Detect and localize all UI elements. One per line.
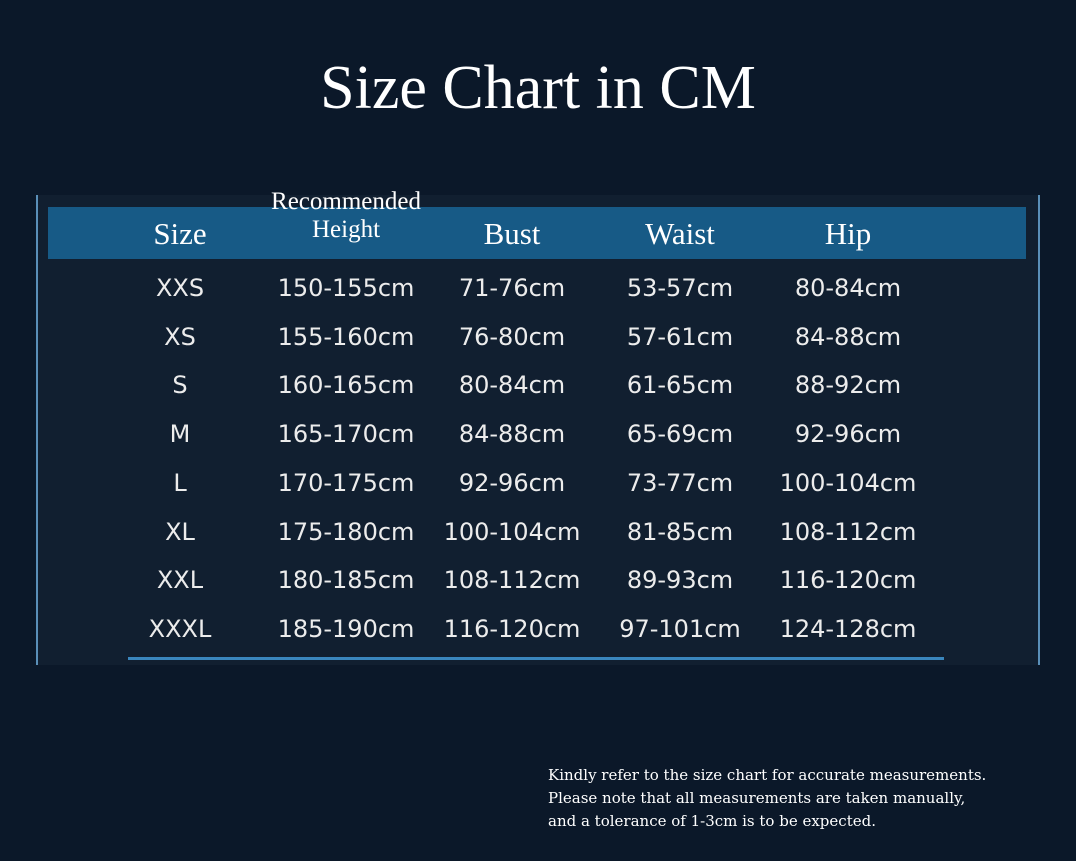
table-cell: 80-84cm (794, 274, 902, 302)
table-cell: 160-165cm (277, 371, 415, 400)
table-cell: XXS (155, 274, 205, 302)
header-bar (48, 207, 1026, 259)
table-cell: M (169, 420, 191, 449)
table-cell: S (172, 371, 188, 400)
table-cell: 80-84cm (458, 371, 566, 400)
table-cell: 65-69cm (626, 420, 734, 449)
table-cell: 76-80cm (458, 322, 566, 351)
table-cell: 81-85cm (626, 517, 734, 546)
table-cell: 165-170cm (277, 420, 415, 449)
table-cell: 116-120cm (443, 614, 581, 643)
table-cell: 116-120cm (779, 566, 917, 595)
divider (128, 657, 944, 660)
header-cell: Hip (824, 216, 872, 251)
table-cell: 108-112cm (779, 517, 917, 546)
table-cell: 88-92cm (794, 371, 902, 400)
table-cell: XL (165, 517, 195, 546)
header-cell: Recommended Height (271, 188, 421, 243)
header-cell: Size (153, 216, 207, 251)
table-cell: 89-93cm (626, 566, 734, 595)
table-cell: 155-160cm (277, 322, 415, 351)
note-line: Please note that all measurements are ta… (548, 789, 966, 807)
note-line: and a tolerance of 1-3cm is to be expect… (548, 812, 876, 830)
title: Size Chart in CM (320, 54, 756, 122)
table-cell: 97-101cm (619, 614, 741, 643)
table-cell: 92-96cm (458, 468, 566, 497)
table-cell: XXXL (148, 614, 212, 643)
table-cell: 92-96cm (794, 420, 902, 449)
header-cell: Bust (483, 216, 541, 251)
table-cell: 84-88cm (458, 420, 566, 449)
note-line: Kindly refer to the size chart for accur… (548, 766, 987, 784)
table-cell: 100-104cm (779, 468, 917, 497)
table-panel (36, 195, 1040, 665)
table-cell: 108-112cm (443, 566, 581, 595)
table-cell: 71-76cm (458, 274, 566, 302)
note: Kindly refer to the size chart for accur… (548, 764, 986, 833)
table-cell: 73-77cm (626, 468, 734, 497)
table-cell: 61-65cm (626, 371, 734, 400)
table-cell: 84-88cm (794, 322, 902, 351)
table-cell: 53-57cm (626, 274, 734, 302)
header-cell: Waist (645, 216, 715, 251)
table-cell: XXL (156, 566, 204, 595)
table-cell: 170-175cm (277, 468, 415, 497)
table-cell: 175-180cm (277, 517, 415, 546)
table-cell: 57-61cm (626, 322, 734, 351)
table-cell: 150-155cm (277, 274, 415, 302)
table-cell: 180-185cm (277, 566, 415, 595)
table-cell: L (173, 468, 187, 497)
table-cell: 124-128cm (779, 614, 917, 643)
table-cell: XS (164, 322, 196, 351)
table-cell: 100-104cm (443, 517, 581, 546)
table-cell: 185-190cm (277, 614, 415, 643)
